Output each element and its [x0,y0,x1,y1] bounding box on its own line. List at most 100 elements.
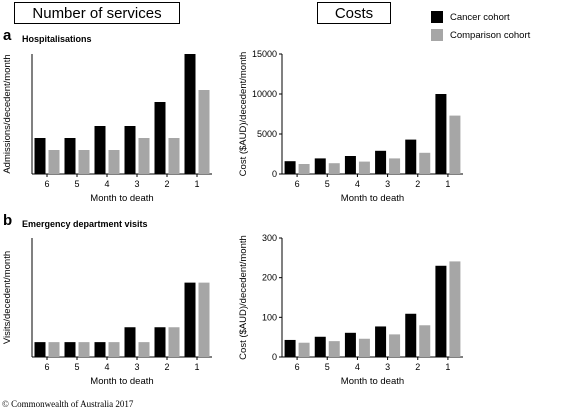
bar-cancer-month-4 [344,332,356,357]
x-tick-label: 5 [325,362,330,372]
y-tick-label: 5000 [257,129,277,139]
header-costs: Costs [317,2,391,24]
bar-cancer-month-2 [405,139,417,174]
header-number-of-services: Number of services [14,2,180,24]
x-axis-label: Month to death [341,193,404,204]
x-axis-label: Month to death [90,193,153,204]
legend-label-cancer: Cancer cohort [450,11,510,23]
bar-cancer-month-1 [435,94,447,174]
y-axis-label: Admissions/decedent/month [2,54,13,173]
bar-cancer-month-6 [34,342,46,357]
y-axis-label: Cost ($AUD)/decedent/month [238,52,249,177]
x-tick-label: 3 [385,362,390,372]
bar-comparison-month-5 [78,342,90,357]
x-tick-label: 2 [415,362,420,372]
x-tick-label: 5 [74,362,79,372]
bar-cancer-month-6 [34,138,46,174]
bar-comparison-month-3 [389,334,401,357]
panel-subtitle-b: Emergency department visits [22,219,148,229]
y-tick-label: 10000 [252,89,277,99]
y-tick-label: 200 [262,273,277,283]
x-tick-label: 1 [194,362,199,372]
bar-comparison-month-1 [449,261,461,357]
legend-swatch-comparison [431,29,443,41]
legend-swatch-cancer [431,11,443,23]
x-tick-label: 5 [74,179,79,189]
bar-comparison-month-2 [168,327,180,357]
bar-comparison-month-6 [298,164,310,174]
bar-cancer-month-5 [64,342,76,357]
x-tick-label: 6 [295,179,300,189]
y-axis-label: Cost ($AUD)/decedent/month [238,235,249,360]
x-tick-label: 5 [325,179,330,189]
bar-cancer-month-6 [284,161,296,174]
panel-tag-a: a [3,27,12,44]
legend-item-cancer: Cancer cohort [431,8,530,26]
bar-cancer-month-4 [94,126,106,174]
bar-comparison-month-2 [419,152,431,174]
bar-comparison-month-5 [78,150,90,174]
bar-comparison-month-3 [138,342,150,357]
y-tick-label: 100 [262,312,277,322]
bar-cancer-month-2 [154,102,166,174]
copyright-notice: © Commonwealth of Australia 2017 [2,399,134,409]
bar-comparison-month-6 [298,342,310,357]
x-tick-label: 1 [445,362,450,372]
bar-comparison-month-2 [419,325,431,357]
legend-item-comparison: Comparison cohort [431,26,530,44]
bar-comparison-month-3 [389,158,401,174]
bar-cancer-month-3 [124,126,136,174]
bar-cancer-month-5 [314,336,326,357]
bar-cancer-month-5 [314,158,326,174]
bar-comparison-month-6 [48,342,60,357]
legend-label-comparison: Comparison cohort [450,29,531,41]
y-tick-label: 0 [272,169,277,179]
x-tick-label: 2 [164,179,169,189]
x-tick-label: 6 [44,179,49,189]
bar-cancer-month-6 [284,339,296,357]
bar-comparison-month-2 [168,138,180,174]
x-tick-label: 4 [104,179,109,189]
bar-comparison-month-3 [138,138,150,174]
x-tick-label: 4 [104,362,109,372]
bar-comparison-month-4 [358,338,370,357]
x-tick-label: 6 [295,362,300,372]
bar-cancer-month-4 [94,342,106,357]
panel-subtitle-a: Hospitalisations [22,34,92,44]
bar-cancer-month-1 [184,282,196,357]
y-axis-label: Visits/decedent/month [2,251,13,344]
bar-comparison-month-1 [449,115,461,174]
x-tick-label: 3 [385,179,390,189]
bar-cancer-month-5 [64,138,76,174]
bar-cancer-month-3 [124,327,136,357]
x-tick-label: 1 [445,179,450,189]
bar-cancer-month-1 [184,54,196,174]
y-tick-label: 300 [262,233,277,243]
x-axis-label: Month to death [341,376,404,387]
x-tick-label: 3 [134,179,139,189]
bar-comparison-month-4 [108,342,120,357]
bar-cancer-month-3 [375,326,387,357]
bar-cancer-month-1 [435,265,447,357]
x-tick-label: 4 [355,362,360,372]
x-tick-label: 2 [164,362,169,372]
x-tick-label: 6 [44,362,49,372]
bar-comparison-month-4 [358,161,370,174]
bar-cancer-month-2 [154,327,166,357]
legend: Cancer cohort Comparison cohort [431,8,530,44]
x-tick-label: 1 [194,179,199,189]
y-tick-label: 0 [272,352,277,362]
panel-tag-b: b [3,212,13,229]
y-tick-label: 15000 [252,49,277,59]
x-tick-label: 2 [415,179,420,189]
bar-comparison-month-1 [198,282,210,357]
bar-comparison-month-5 [328,163,340,174]
bar-cancer-month-2 [405,313,417,357]
x-axis-label: Month to death [90,376,153,387]
bar-cancer-month-3 [375,150,387,174]
x-tick-label: 3 [134,362,139,372]
bar-comparison-month-5 [328,341,340,357]
